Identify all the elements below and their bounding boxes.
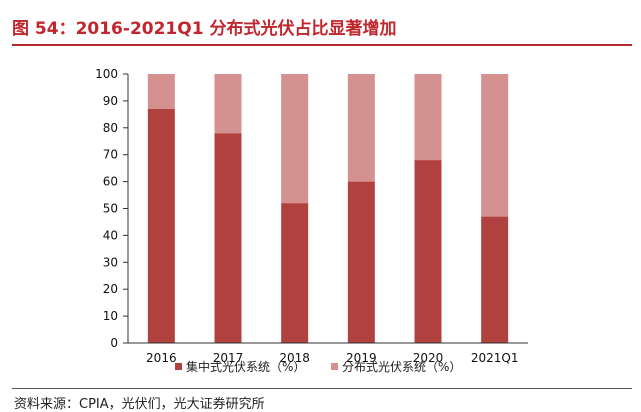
y-tick-label: 30 xyxy=(103,255,118,269)
bar-distributed-2021Q1 xyxy=(481,74,509,217)
bar-centralized-2021Q1 xyxy=(481,216,509,343)
bars xyxy=(147,74,509,343)
source-divider xyxy=(12,388,632,389)
y-tick-label: 90 xyxy=(103,94,118,108)
y-tick-label: 70 xyxy=(103,148,118,162)
y-tick-label: 20 xyxy=(103,282,118,296)
x-axis: 2016 2017 2018 2019 2020 2021Q1 xyxy=(128,342,528,365)
bar-centralized-2019 xyxy=(347,181,375,343)
legend-label: 集中式光伏系统（%） xyxy=(186,359,305,374)
y-tick-label: 10 xyxy=(103,309,118,323)
y-tick-label: 50 xyxy=(103,202,118,216)
y-axis: 0 10 20 30 40 50 60 70 80 90 100 xyxy=(95,67,129,350)
y-tick-label: 100 xyxy=(95,67,118,81)
figure-title: 图 54：2016-2021Q1 分布式光伏占比显著增加 xyxy=(12,19,397,39)
bar-centralized-2018 xyxy=(281,203,309,343)
legend-swatch xyxy=(331,363,338,370)
bar-distributed-2016 xyxy=(147,74,175,109)
bar-distributed-2017 xyxy=(214,74,242,134)
bar-centralized-2017 xyxy=(214,133,242,343)
bar-distributed-2018 xyxy=(281,74,309,204)
x-tick-label: 2017 xyxy=(213,351,244,365)
x-tick-label: 2020 xyxy=(413,351,444,365)
bar-centralized-2020 xyxy=(414,160,442,343)
y-tick-label: 60 xyxy=(103,175,118,189)
title-divider xyxy=(12,44,632,46)
y-tick-label: 80 xyxy=(103,121,118,135)
x-tick-label: 2019 xyxy=(346,351,377,365)
x-tick-label: 2021Q1 xyxy=(471,351,519,365)
x-tick-label: 2018 xyxy=(279,351,310,365)
legend-swatch xyxy=(175,363,182,370)
bar-centralized-2016 xyxy=(147,108,175,343)
x-tick-label: 2016 xyxy=(146,351,177,365)
bar-distributed-2020 xyxy=(414,74,442,161)
y-tick-label: 0 xyxy=(110,336,118,350)
legend: 集中式光伏系统（%） 分布式光伏系统（%） xyxy=(175,359,461,374)
y-tick-label: 40 xyxy=(103,228,118,242)
bar-distributed-2019 xyxy=(347,74,375,182)
legend-label: 分布式光伏系统（%） xyxy=(342,360,461,374)
